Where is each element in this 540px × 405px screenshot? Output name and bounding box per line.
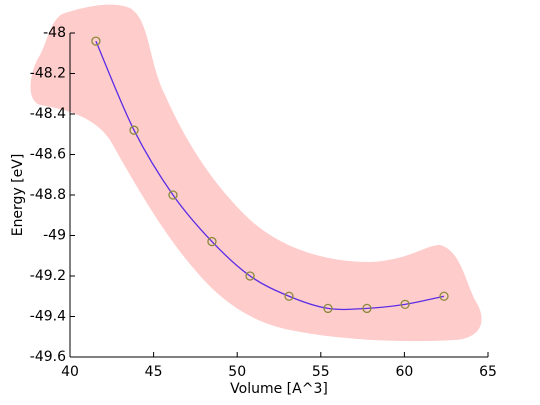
y-tick-label: -49.2 <box>30 268 66 284</box>
y-tick-label: -48 <box>43 25 66 41</box>
data-point <box>91 36 101 46</box>
data-point <box>207 236 217 247</box>
y-tick-label: -48.8 <box>30 187 66 203</box>
y-tick-label: -48.2 <box>30 66 66 82</box>
data-point <box>129 125 139 135</box>
data-point <box>400 299 410 310</box>
x-tick-label: 40 <box>61 364 79 380</box>
fit-line <box>95 40 445 311</box>
y-tick-label: -48.4 <box>30 106 66 122</box>
y-tick-label: -49.4 <box>30 309 66 325</box>
data-point <box>439 291 449 301</box>
y-tick-label: -49 <box>43 228 66 244</box>
x-tick-label: 60 <box>395 364 413 380</box>
x-tick-label: 45 <box>145 364 163 380</box>
uncertainty-band <box>30 4 482 342</box>
data-point <box>168 190 178 200</box>
data-point <box>284 291 294 301</box>
data-point <box>245 271 255 281</box>
y-tick-label: -48.6 <box>30 147 66 163</box>
x-tick-label: 65 <box>479 364 497 380</box>
data-point <box>362 303 372 314</box>
x-tick-label: 50 <box>228 364 246 380</box>
y-tick-label: -49.6 <box>30 349 66 365</box>
data-point <box>323 303 333 314</box>
x-tick-label: 55 <box>312 364 330 380</box>
x-axis-label: Volume [A^3] <box>230 381 328 397</box>
y-axis-label: Energy [eV] <box>10 154 26 237</box>
